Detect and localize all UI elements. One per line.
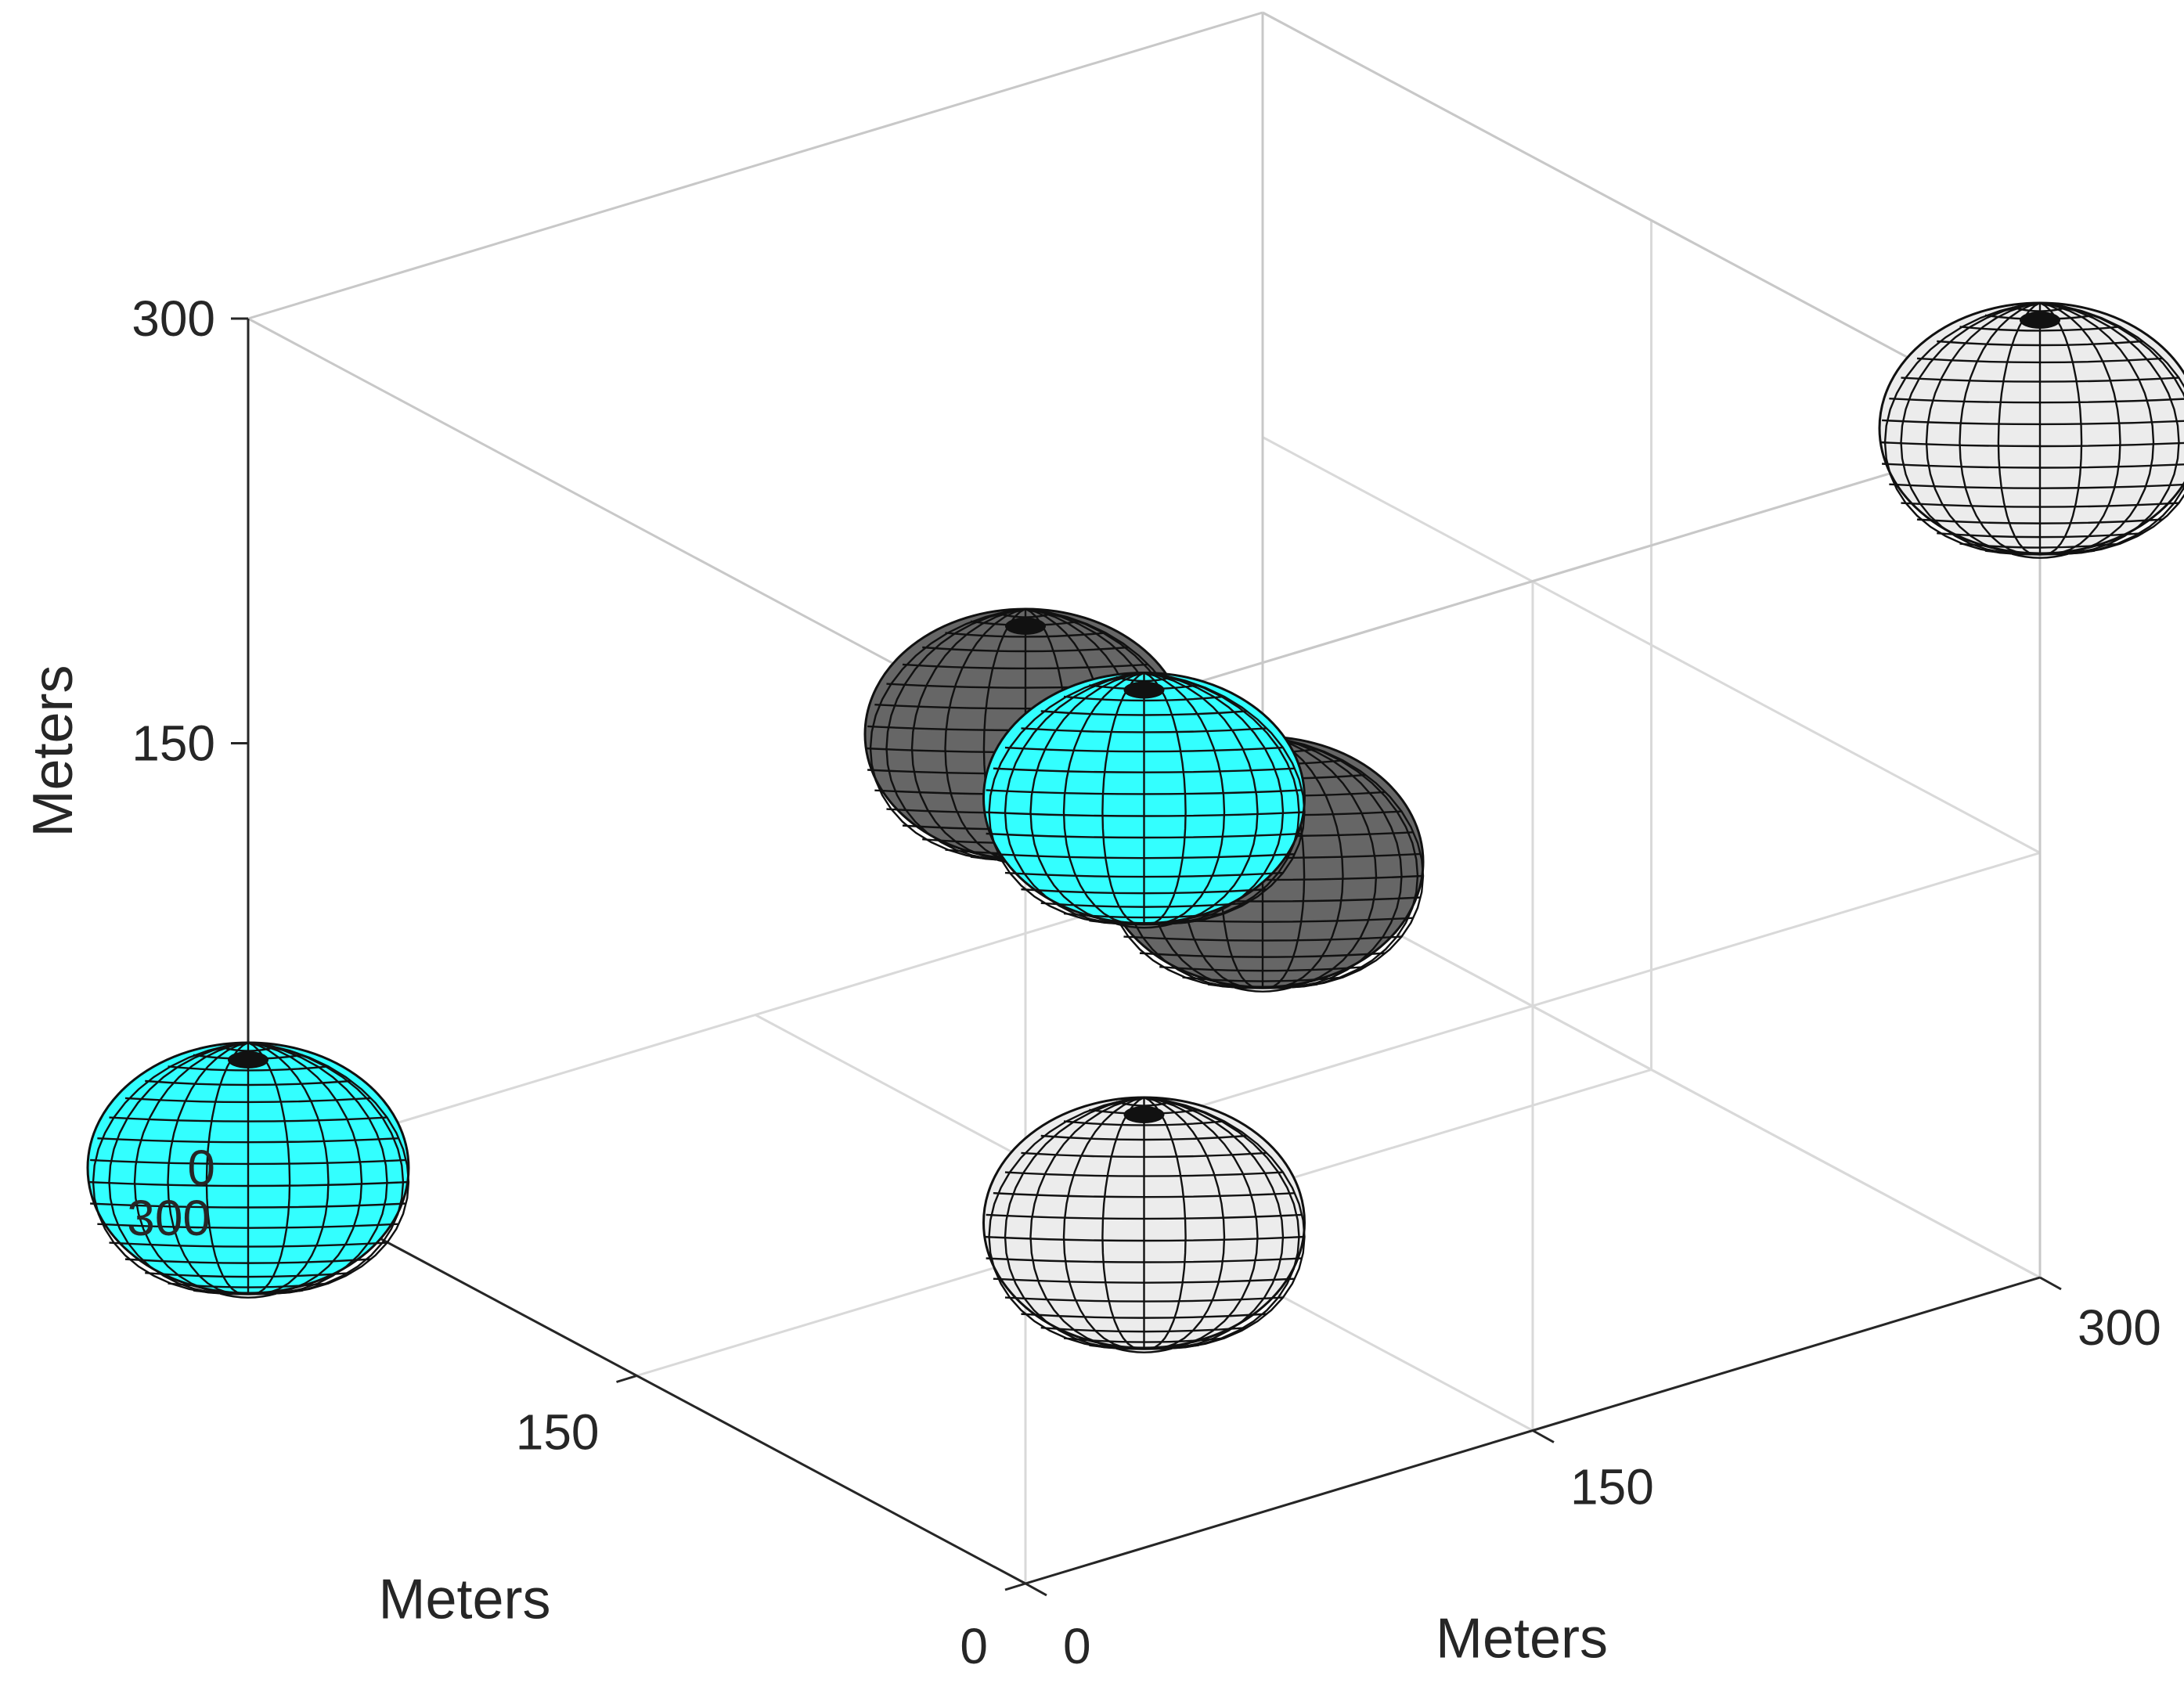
sphere-3 <box>982 672 1306 929</box>
sphere-pole <box>1123 681 1165 699</box>
x-tick-label-300: 300 <box>2078 1299 2161 1356</box>
sphere-pole <box>1123 1106 1165 1123</box>
z-tick-label-300: 300 <box>132 290 215 347</box>
tick-mark <box>2039 1276 2062 1291</box>
sphere-mesh <box>1879 301 2184 559</box>
tick-mark <box>1532 1429 1555 1443</box>
sphere-pole <box>1005 618 1046 635</box>
sphere-2 <box>86 1041 410 1299</box>
sphere-pole <box>2020 312 2060 329</box>
z-tick-label-150: 150 <box>132 715 215 772</box>
labels-layer: 300 150 0 300 150 0 0 150 300 Meters Met… <box>22 290 2161 1674</box>
box-edge <box>247 11 1263 320</box>
z-axis-label: Meters <box>22 665 85 837</box>
y-tick-label-0: 0 <box>960 1618 988 1674</box>
tick-marks <box>227 317 2062 1597</box>
y-tick-label-150: 150 <box>516 1404 600 1461</box>
sphere-mesh <box>983 1096 1306 1353</box>
sphere-5 <box>982 1096 1306 1353</box>
tick-mark <box>616 1375 637 1383</box>
sphere-4 <box>1878 301 2184 559</box>
sphere-mesh <box>87 1041 410 1299</box>
x-tick-label-0: 0 <box>1063 1618 1091 1674</box>
x-tick-label-150: 150 <box>1570 1459 1654 1515</box>
y-tick-label-300: 300 <box>127 1190 211 1246</box>
x-axis-label: Meters <box>1436 1608 1608 1670</box>
spheres-layer <box>86 301 2184 1353</box>
sphere-mesh <box>983 672 1306 929</box>
z-tick-label-0: 0 <box>187 1140 215 1196</box>
tick-mark <box>1025 1582 1047 1597</box>
sphere-pole <box>228 1051 268 1068</box>
grid-line-yz <box>1262 436 2041 854</box>
tick-mark <box>1004 1582 1026 1591</box>
y-axis-label: Meters <box>378 1569 550 1631</box>
